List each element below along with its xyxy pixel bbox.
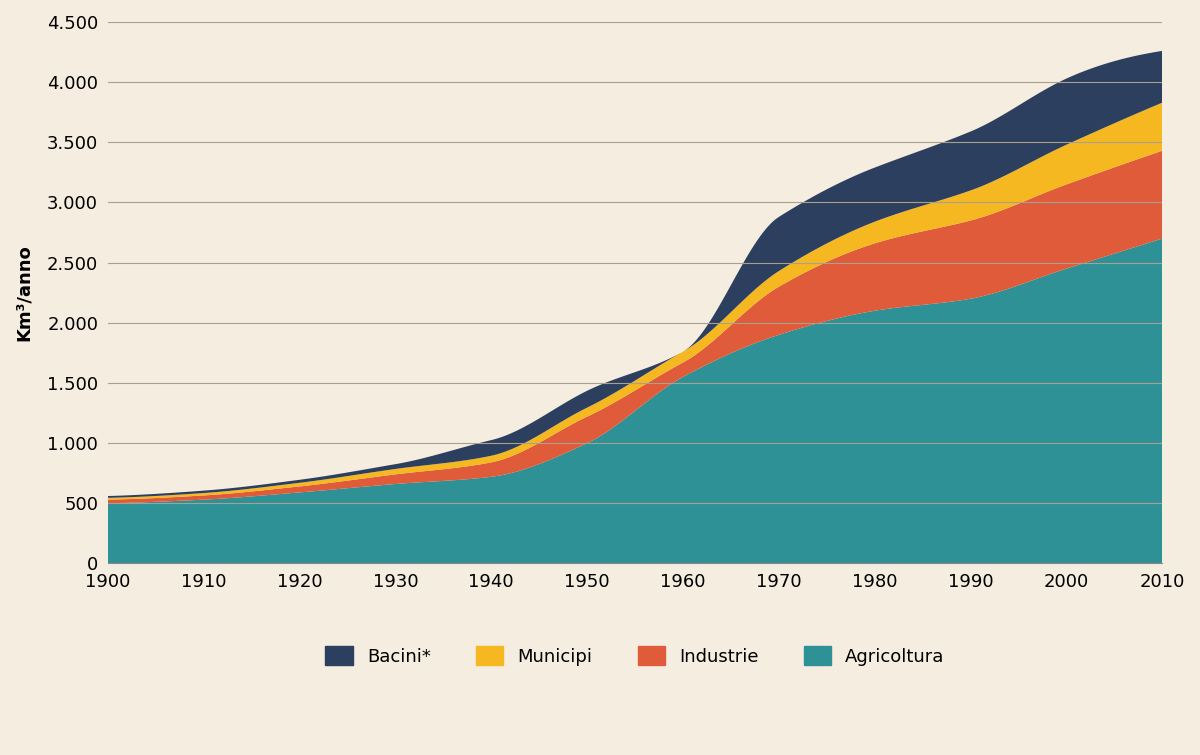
Y-axis label: Km³/anno: Km³/anno [14,245,34,341]
Legend: Bacini*, Municipi, Industrie, Agricoltura: Bacini*, Municipi, Industrie, Agricoltur… [317,637,954,675]
